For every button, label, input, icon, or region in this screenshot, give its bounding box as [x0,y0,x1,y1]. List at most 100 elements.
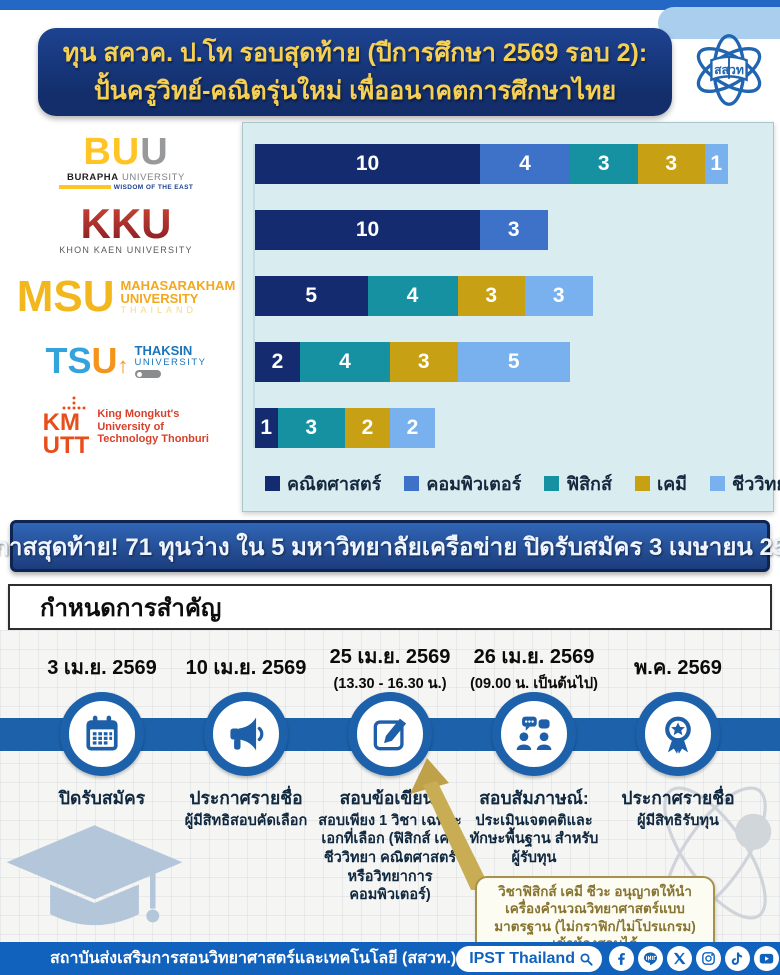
legend-label: ฟิสิกส์ [566,474,612,494]
timeline-step-1-date: 3 เม.ย. 2569 [30,638,174,696]
bar-segment: 3 [525,276,593,316]
legend-swatch [634,476,650,491]
bar-segment: 4 [367,276,458,316]
timeline-step-4-label: สอบสัมภาษณ์: ประเมินเจตคติและ ทักษะพื้นฐา… [462,788,606,905]
x-icon[interactable] [666,946,692,971]
social-icons [608,946,779,971]
title-line-1: ทุน สควค. ป.โท รอบสุดท้าย (ปีการศึกษา 25… [62,39,648,67]
legend-swatch [544,476,560,491]
bar-row-buu: 10 4 3 3 1 [255,144,728,184]
timeline-step-3-label: สอบข้อเขียน: สอบเพียง 1 วิชา เฉพาะเอกที่เ… [318,788,462,905]
ipst-atom-logo-icon: สสวท [683,24,775,116]
pencil-icon [348,692,432,776]
legend-item: ฟิสิกส์ [544,469,612,498]
bar-segment: 4 [300,342,390,382]
bar-segment: 2 [255,342,300,382]
bar-segment: 3 [277,408,345,448]
chart-legend: คณิตศาสตร์ คอมพิวเตอร์ ฟิสิกส์ เคมี ชีววิทยา [265,469,780,498]
timeline-step-4-date: 26 เม.ย. 2569 (09.00 น. เป็นต้นไป) [462,638,606,696]
footer-bar: สถาบันส่งเสริมการสอนวิทยาศาสตร์และเทคโนโ… [0,942,780,975]
deadline-banner: โอกาสสุดท้าย! 71 ทุนว่าง ใน 5 มหาวิทยาลั… [0,520,780,572]
timeline-step-3-circle [318,692,462,776]
bar-segment: 5 [255,276,368,316]
legend-label: เคมี [656,474,688,494]
step-date-text: 26 เม.ย. 2569 [473,645,595,668]
timeline-step-5-circle [606,692,750,776]
atom-watermark-icon [663,786,772,920]
step-date-text: 3 เม.ย. 2569 [47,657,157,679]
graduation-cap-watermark-icon [6,825,183,926]
calendar-icon [60,692,144,776]
top-right-tab [658,7,780,39]
title-line-2: ปั้นครูวิทย์-คณิตรุ่นใหม่ เพื่ออนาคตการศ… [93,77,617,105]
bar-segment: 2 [345,408,390,448]
timeline-step-2-date: 10 เม.ย. 2569 [174,638,318,696]
bar-segment: 3 [570,144,638,184]
scholarship-bar-chart: 10 4 3 3 1 10 3 5 4 3 3 2 4 3 5 1 3 2 2 คณิตศาสตร์ คอมพิวเต… [242,122,780,512]
timeline-step-5-date: พ.ค. 2569 [606,638,750,696]
medal-icon [636,692,720,776]
legend-swatch [404,476,420,491]
youtube-icon[interactable] [753,946,779,971]
legend-label: คอมพิวเตอร์ [426,474,522,494]
timeline-step-4-circle [462,692,606,776]
bar-segment: 2 [390,408,435,448]
bar-segment: 3 [480,210,548,250]
bar-segment: 10 [255,210,480,250]
timeline-step-1-circle [30,692,174,776]
tiktok-icon[interactable] [724,946,750,971]
timeline-step-5-label: ประกาศรายชื่อผู้มีสิทธิรับทุน [606,788,750,905]
bar-segment: 3 [390,342,458,382]
timeline-dates: 3 เม.ย. 2569 10 เม.ย. 2569 25 เม.ย. 2569 (1… [30,638,750,696]
timeline-step-3-date: 25 เม.ย. 2569 (13.30 - 16.30 น.) [318,638,462,696]
bar-segment: 3 [457,276,525,316]
megaphone-icon [204,692,288,776]
step-title-text: สอบข้อเขียน: [339,788,441,808]
instagram-icon[interactable] [695,946,721,971]
step-time-text: (13.30 - 16.30 น.) [333,675,447,692]
logo-buu: BUU BURAPHA UNIVERSITY WISDOM OF THE EAS… [10,128,242,198]
line-icon[interactable] [637,946,663,971]
logo-msu: MSU MAHASARAKHAM UNIVERSITY THAILAND [16,272,236,322]
timeline-step-1-label: ปิดรับสมัคร [30,788,174,905]
bar-segment: 1 [255,408,278,448]
step-time-text: (09.00 น. เป็นต้นไป) [470,675,598,692]
step-date-text: พ.ค. 2569 [634,657,722,679]
footer-org-name: สถาบันส่งเสริมการสอนวิทยาศาสตร์และเทคโนโ… [50,950,457,967]
ipst-search-pill[interactable]: IPST Thailand [456,945,602,972]
logo-kku: KKU KHON KAEN UNIVERSITY [59,199,193,256]
bar-row-kku: 10 3 [255,210,728,250]
search-icon [580,952,593,966]
step-detail-text: ประเมินเจตคติและ ทักษะพื้นฐาน สำหรับผู้ร… [469,812,599,866]
bar-segment: 4 [480,144,570,184]
tsu-pill [134,370,161,379]
timeline-step-2-circle [174,692,318,776]
timeline-circles [30,692,750,776]
page-title: ทุน สควค. ป.โท รอบสุดท้าย (ปีการศึกษา 25… [38,28,672,116]
logo-kmutt: KM UTT King Mongkut's University of Tech… [10,392,242,462]
interview-icon [492,692,576,776]
step-title-text: สอบสัมภาษณ์: [479,788,589,808]
step-date-text: 10 เม.ย. 2569 [185,657,307,679]
logo-tsu: TSU↑ THAKSIN UNIVERSITY [45,339,207,381]
step-title-text: ปิดรับสมัคร [58,788,146,808]
bar-segment: 1 [705,144,728,184]
bar-segment: 3 [637,144,705,184]
facebook-icon[interactable] [608,946,634,971]
legend-item: เคมี [634,469,688,498]
chart-bars: 10 4 3 3 1 10 3 5 4 3 3 2 4 3 5 1 3 2 2 [253,144,728,448]
step-title-text: ประกาศรายชื่อ [621,788,735,808]
kmutt-dots [62,396,86,410]
legend-item: คอมพิวเตอร์ [404,469,521,498]
timeline-labels: ปิดรับสมัคร ประกาศรายชื่อ ผู้มีสิทธิสอบคัด… [30,788,750,905]
legend-swatch [265,476,280,491]
step-title-text: ประกาศรายชื่อ [189,788,303,808]
legend-swatch [710,476,726,491]
timeline-step-2-label: ประกาศรายชื่อ ผู้มีสิทธิสอบคัดเลือก [174,788,318,905]
legend-label: คณิตศาสตร์ [287,474,382,494]
step-detail-text: ผู้มีสิทธิรับทุน [637,812,719,829]
step-detail-text: สอบเพียง 1 วิชา เฉพาะเอกที่เลือก (ฟิสิกส… [318,812,462,904]
